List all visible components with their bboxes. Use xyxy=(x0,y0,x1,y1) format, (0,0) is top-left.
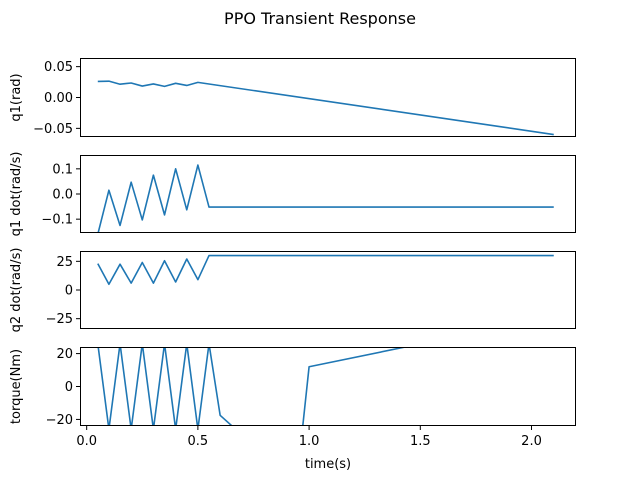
series-line-4 xyxy=(97,347,410,426)
x-tick-label: 0.0 xyxy=(76,434,97,449)
subplot-2: 0.1 0.0 −0.1 q1 dot(rad/s) xyxy=(9,152,576,237)
y-axis-label: q1 dot(rad/s) xyxy=(9,152,24,237)
series-line-2 xyxy=(97,164,554,233)
y-tick-label: −20 xyxy=(46,413,73,428)
y-axis-label: q2 dot(rad/s) xyxy=(9,248,24,333)
series-line-3 xyxy=(97,254,554,286)
axes-frame-2 xyxy=(80,155,576,233)
x-tick-label: 1.5 xyxy=(410,434,431,449)
y-axis-label: torque(Nm) xyxy=(9,349,24,424)
chart-title: PPO Transient Response xyxy=(224,9,416,28)
axes-frame-4 xyxy=(80,347,576,426)
axes-frame-3 xyxy=(80,251,576,329)
y-tick-label: 0.05 xyxy=(44,60,73,75)
y-tick-label: 20 xyxy=(56,347,73,362)
x-axis-label: time(s) xyxy=(305,457,351,472)
y-tick-label: 25 xyxy=(56,255,73,270)
x-tick-label: 2.0 xyxy=(521,434,542,449)
y-tick-label: −0.1 xyxy=(41,213,73,228)
subplot-4: 20 0 −20 torque(Nm) 0.0 0.5 1.0 1.5 2.0 xyxy=(9,347,576,449)
y-tick-label: 0.1 xyxy=(52,162,73,177)
y-tick-label: 0 xyxy=(65,380,73,395)
y-tick-label: 0.0 xyxy=(52,188,73,203)
subplot-1: 0.05 0.00 −0.05 q1(rad) xyxy=(9,58,576,137)
y-tick-label: 0 xyxy=(65,284,73,299)
series-line-1 xyxy=(97,80,554,136)
axes-frame-1 xyxy=(80,58,576,137)
y-tick-label: −25 xyxy=(46,312,73,327)
y-axis-label: q1(rad) xyxy=(9,73,24,121)
y-tick-label: −0.05 xyxy=(33,122,73,137)
x-tick-label: 1.0 xyxy=(299,434,320,449)
x-tick-label: 0.5 xyxy=(188,434,209,449)
subplot-3: 25 0 −25 q2 dot(rad/s) xyxy=(9,248,576,333)
y-tick-label: 0.00 xyxy=(44,91,73,106)
